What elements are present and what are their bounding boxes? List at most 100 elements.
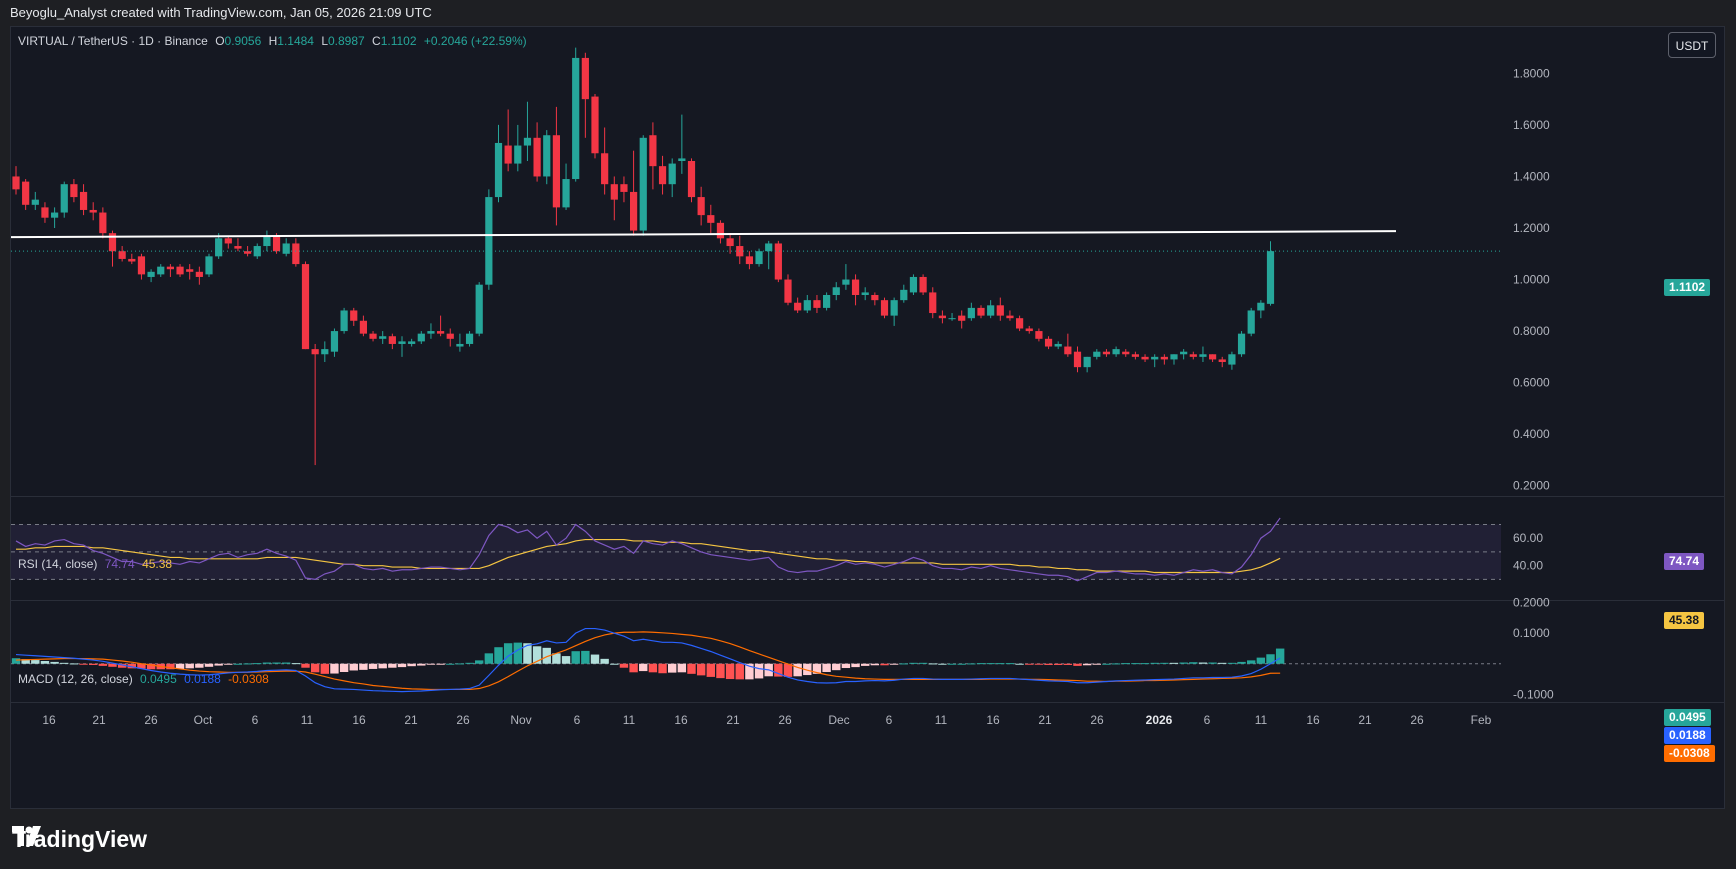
macd-histogram-bar bbox=[1150, 662, 1159, 664]
macd-histogram-bar bbox=[417, 663, 426, 666]
macd-histogram-bar bbox=[465, 662, 474, 664]
candle-body bbox=[938, 315, 946, 319]
currency-button[interactable]: USDT bbox=[1668, 32, 1716, 58]
candle-body bbox=[765, 243, 773, 252]
macd-histogram-bar bbox=[214, 663, 223, 666]
candle-body bbox=[987, 305, 995, 316]
macd-histogram-bar bbox=[1169, 662, 1179, 664]
macd-histogram-bar bbox=[889, 663, 899, 665]
candle-body bbox=[70, 184, 78, 198]
macd-histogram-bar bbox=[359, 663, 368, 670]
price-tick-label: 0.8000 bbox=[1513, 324, 1550, 338]
price-tick-label: 1.6000 bbox=[1513, 118, 1550, 132]
candle-body bbox=[890, 300, 898, 316]
candle-body bbox=[591, 96, 599, 154]
candle-body bbox=[1064, 346, 1072, 355]
candle-body bbox=[282, 243, 290, 254]
candle-body bbox=[118, 251, 126, 259]
high-label: H bbox=[268, 34, 278, 48]
macd-tick-label: -0.1000 bbox=[1513, 687, 1554, 701]
rsi-label[interactable]: RSI (14, close) bbox=[18, 557, 98, 571]
macd-histogram-bar bbox=[1063, 663, 1073, 665]
candle-body bbox=[253, 246, 261, 257]
candle-body bbox=[195, 271, 203, 277]
macd-histogram-bar bbox=[783, 663, 793, 677]
candle-body bbox=[543, 135, 551, 177]
rsi-tick-label: 60.00 bbox=[1513, 531, 1543, 545]
macd-histogram-bar bbox=[600, 658, 609, 664]
tradingview-logo-icon bbox=[12, 826, 41, 846]
time-axis-label: 6 bbox=[1204, 713, 1211, 727]
candle-body bbox=[1035, 331, 1043, 339]
candle-body bbox=[533, 137, 541, 177]
chart-area[interactable]: 1.8000 1.6000 1.4000 1.2000 1.0000 0.8000 0.60… bbox=[10, 26, 1725, 809]
macd-histogram-bar bbox=[532, 646, 542, 664]
price-chart[interactable]: 1.8000 1.6000 1.4000 1.2000 1.0000 0.8000 0.60… bbox=[11, 27, 1725, 809]
macd-histogram-bar bbox=[812, 663, 822, 674]
macd-histogram-bar bbox=[1121, 663, 1130, 665]
candle-body bbox=[388, 336, 396, 344]
candle-body bbox=[755, 251, 763, 265]
candle-body bbox=[330, 331, 339, 352]
candle-body bbox=[1160, 356, 1168, 360]
candle-body bbox=[1102, 351, 1111, 355]
time-axis-label: 26 bbox=[1090, 713, 1104, 727]
macd-histogram-bar bbox=[542, 647, 551, 664]
macd-histogram-bar bbox=[272, 662, 281, 664]
candle-body bbox=[861, 292, 869, 295]
candle-body bbox=[1257, 302, 1265, 311]
candle-body bbox=[1170, 354, 1178, 360]
macd-histogram-bar bbox=[108, 663, 117, 667]
macd-histogram-bar bbox=[1025, 663, 1034, 665]
macd-histogram-bar bbox=[1034, 663, 1044, 665]
high-value: 1.1484 bbox=[277, 34, 314, 48]
macd-histogram-bar bbox=[224, 663, 233, 665]
candle-body bbox=[678, 158, 686, 161]
macd-label[interactable]: MACD (12, 26, close) bbox=[18, 672, 133, 686]
tradingview-logo[interactable]: TradingView bbox=[12, 826, 147, 853]
macd-histogram-bar bbox=[175, 663, 185, 669]
time-axis-label: 6 bbox=[886, 713, 893, 727]
low-label: L bbox=[321, 34, 328, 48]
candle-body bbox=[31, 199, 39, 205]
symbol-title[interactable]: VIRTUAL / TetherUS · 1D · Binance bbox=[18, 34, 208, 48]
time-axis-label: Oct bbox=[194, 713, 213, 727]
macd-histogram-bar bbox=[368, 663, 378, 669]
candle-body bbox=[707, 215, 715, 223]
time-axis-label: 21 bbox=[726, 713, 740, 727]
candle-body bbox=[948, 318, 956, 320]
symbol-legend: VIRTUAL / TetherUS · 1D · Binance O0.905… bbox=[18, 34, 527, 48]
candle-body bbox=[716, 222, 725, 239]
time-axis-label: 21 bbox=[404, 713, 418, 727]
price-tick-label: 1.8000 bbox=[1513, 66, 1550, 80]
candle-body bbox=[504, 145, 512, 164]
price-tick-label: 0.2000 bbox=[1513, 479, 1550, 493]
macd-line-badge: -0.0308 bbox=[1664, 745, 1715, 762]
candle-body bbox=[871, 295, 879, 301]
macd-histogram-bar bbox=[1247, 660, 1256, 664]
candle-body bbox=[552, 135, 560, 208]
time-axis-label: 16 bbox=[1306, 713, 1320, 727]
candle-body bbox=[224, 238, 232, 244]
macd-histogram-bar bbox=[754, 663, 764, 679]
candle-body bbox=[1054, 343, 1062, 347]
candle-body bbox=[22, 181, 30, 205]
macd-value: 0.0495 bbox=[140, 672, 177, 686]
candle-body bbox=[89, 209, 97, 213]
macd-histogram-bar bbox=[166, 663, 175, 670]
candle-body bbox=[572, 57, 580, 180]
macd-histogram-bar bbox=[1179, 662, 1188, 664]
macd-histogram-bar bbox=[407, 663, 416, 667]
time-axis-label: 11 bbox=[623, 713, 636, 727]
macd-histogram-bar bbox=[494, 647, 503, 664]
macd-histogram-bar bbox=[253, 663, 262, 665]
last-price-badge: 1.1102 bbox=[1664, 279, 1711, 296]
candle-body bbox=[408, 341, 416, 344]
candle-body bbox=[1141, 356, 1149, 360]
macd-histogram-bar bbox=[146, 663, 156, 670]
chart-attribution: Beyoglu_Analyst created with TradingView… bbox=[10, 5, 432, 20]
macd-histogram-bar bbox=[388, 663, 397, 668]
price-tick-label: 1.2000 bbox=[1513, 221, 1550, 235]
time-axis-label: 11 bbox=[1255, 713, 1268, 727]
candle-body bbox=[494, 142, 503, 198]
